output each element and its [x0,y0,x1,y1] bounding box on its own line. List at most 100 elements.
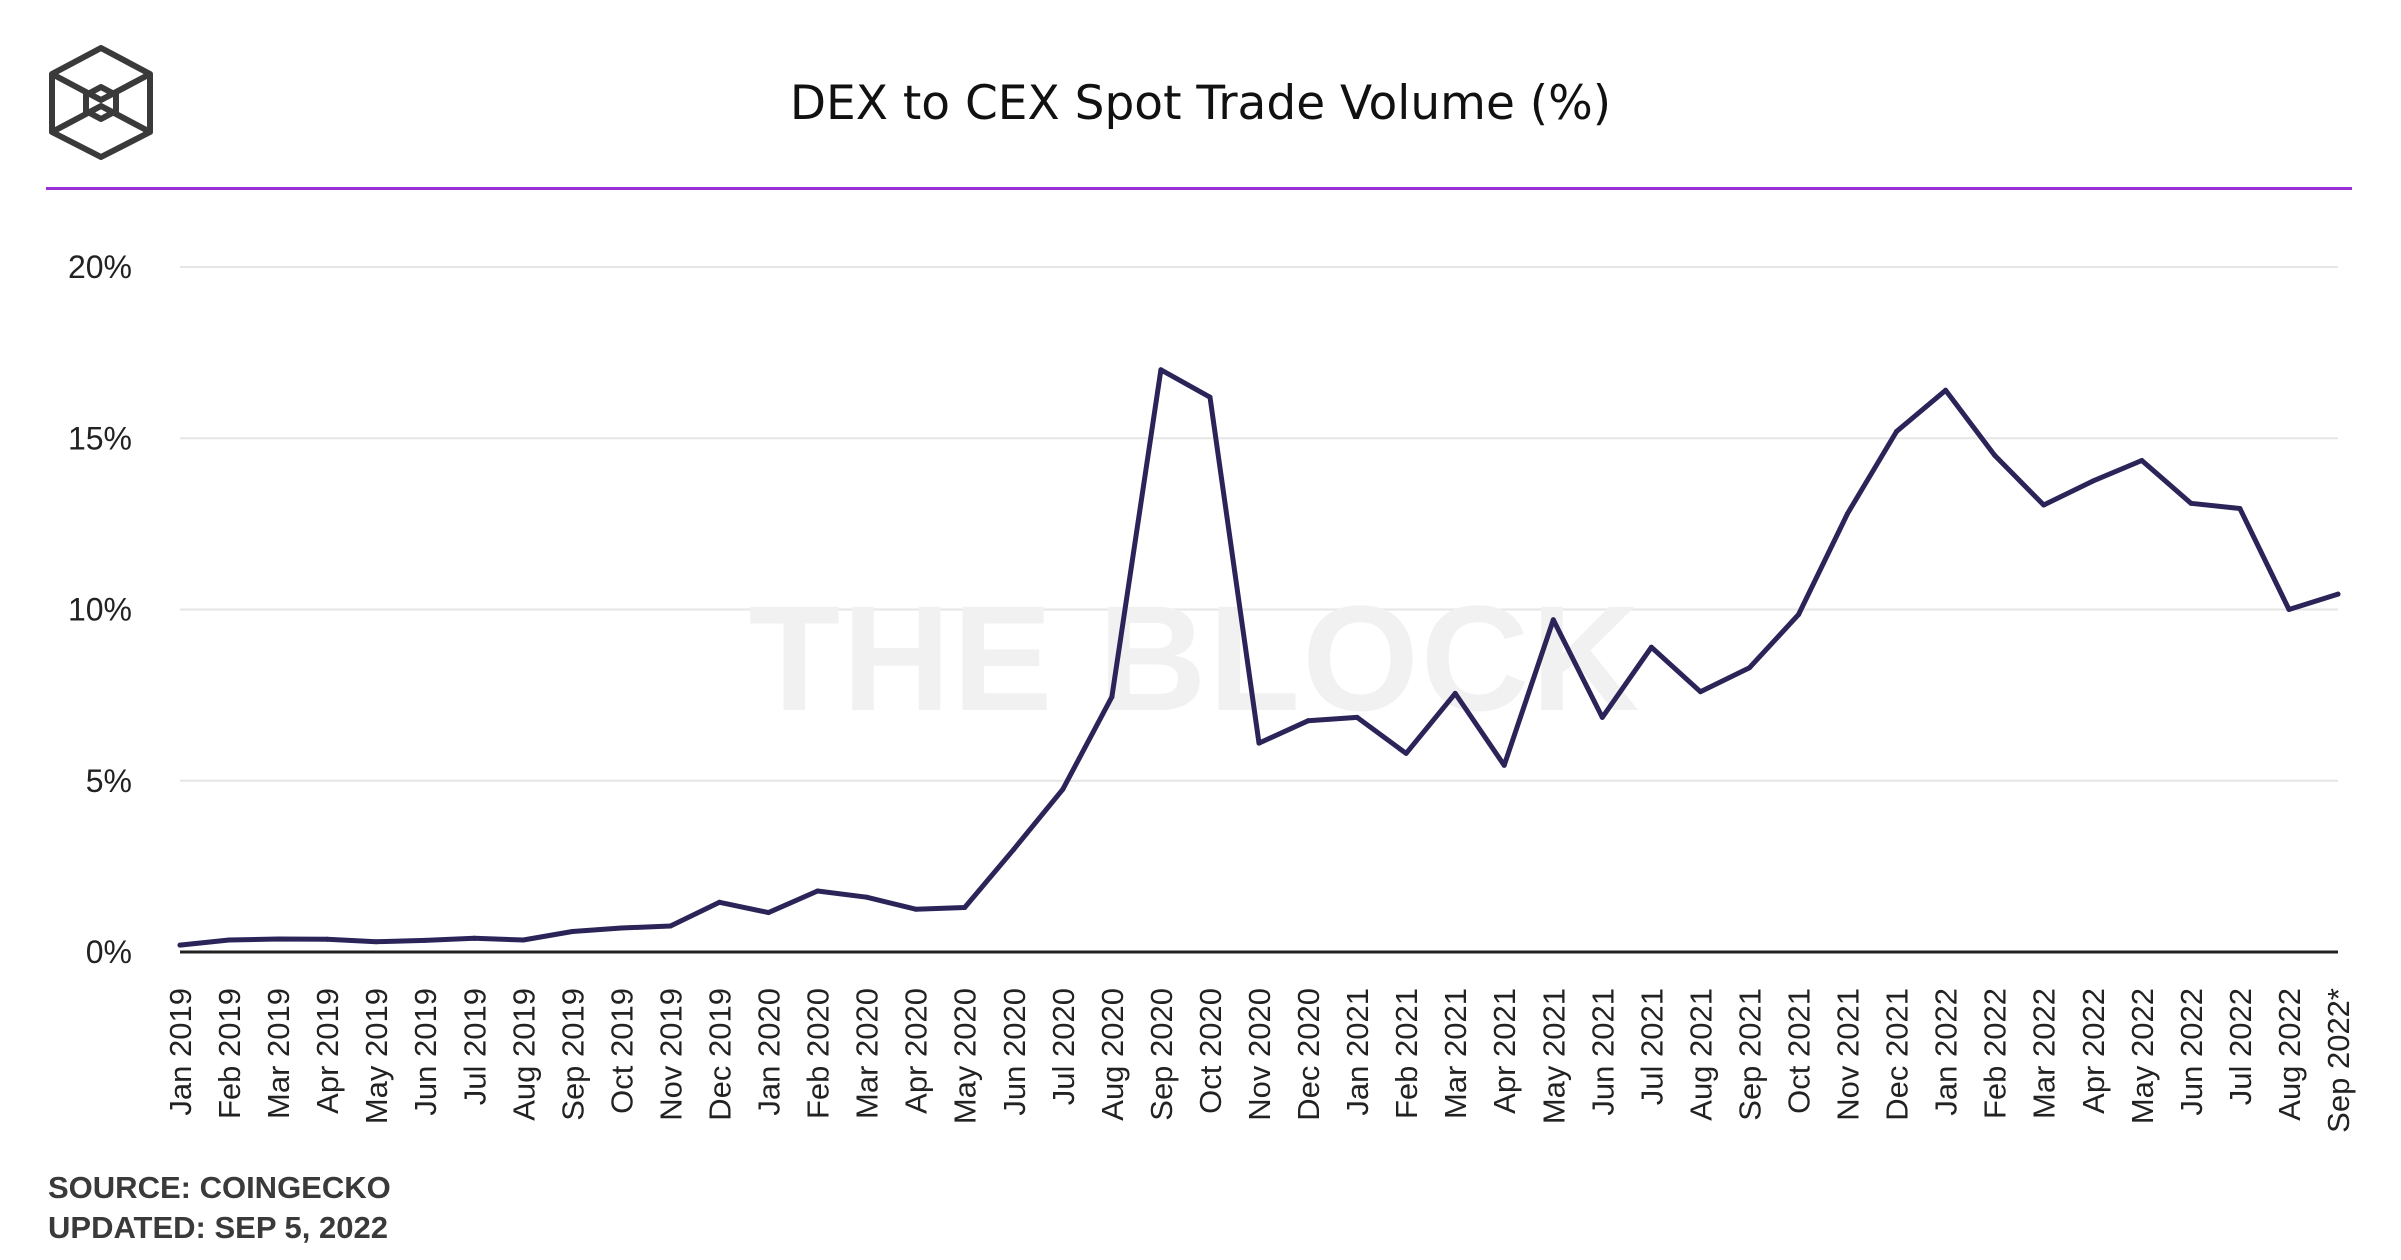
data-point [913,906,919,912]
x-tick-label: Nov 2021 [1831,988,1866,1121]
x-tick-label: Mar 2022 [2027,988,2062,1119]
x-tick-label: Jun 2021 [1585,988,1620,1116]
data-point [1796,612,1801,618]
data-point [1207,394,1213,400]
x-tick-label: Jan 2022 [1929,988,1964,1116]
y-tick-label: 15% [68,420,132,456]
x-tick-label: Feb 2019 [212,988,247,1119]
x-tick-label: Mar 2020 [850,988,885,1119]
x-tick-label: Dec 2021 [1880,988,1915,1121]
x-tick-label: Dec 2020 [1291,988,1326,1121]
x-tick-label: Jul 2020 [1046,988,1081,1105]
data-point [1403,750,1409,756]
data-point [520,937,526,943]
x-tick-label: Apr 2020 [899,988,934,1114]
y-tick-label: 10% [68,592,132,628]
data-point [1697,689,1703,695]
x-tick-label: Oct 2021 [1782,988,1817,1114]
data-point [177,942,183,948]
x-tick-label: Apr 2019 [310,988,345,1114]
x-tick-label: Aug 2020 [1095,988,1130,1121]
data-point [815,888,821,894]
x-tick-label: Jun 2022 [2174,988,2209,1116]
data-point [1158,367,1164,373]
x-tick-label: Jul 2021 [1634,988,1669,1105]
source-note: SOURCE: COINGECKO [48,1170,391,1205]
data-point [2090,478,2096,484]
data-point [1894,428,1900,434]
x-tick-label: Apr 2021 [1487,988,1522,1114]
data-point [618,925,624,931]
x-tick-label: Jan 2019 [163,988,198,1116]
x-tick-label: Jan 2021 [1340,988,1375,1116]
x-tick-label: Sep 2022* [2321,988,2356,1133]
x-tick-label: May 2020 [948,988,983,1124]
data-point [2237,506,2243,511]
grid-lines [180,266,2338,782]
x-tick-label: Sep 2021 [1732,988,1767,1121]
x-tick-label: Nov 2020 [1242,988,1277,1121]
data-point [569,929,575,934]
x-tick-label: Dec 2019 [703,988,738,1121]
data-point [962,905,968,910]
y-tick-label: 0% [86,934,132,970]
x-tick-label: Jul 2019 [457,988,492,1105]
chart-footer: SOURCE: COINGECKO UPDATED: SEP 5, 2022 [48,1168,391,1248]
y-tick-label: 5% [86,763,132,799]
x-tick-label: Apr 2022 [2076,988,2111,1114]
x-tick-label: Nov 2019 [653,988,688,1121]
x-tick-label: Sep 2019 [555,988,590,1121]
line-chart: THE BLOCK 0% 5% 10% 15% 20% Jan 2019 Feb 2019… [68,249,2356,1133]
x-tick-label: Aug 2019 [506,988,541,1121]
data-point [2139,458,2145,463]
data-point [2188,500,2194,506]
x-tick-label: Jul 2022 [2223,988,2258,1105]
x-tick-label: Mar 2019 [261,988,296,1119]
x-tick-label: Jan 2020 [752,988,787,1116]
data-point [275,936,281,942]
x-tick-label: Feb 2021 [1389,988,1424,1119]
series-layer [177,367,2341,948]
x-tick-label: May 2022 [2125,988,2160,1124]
y-axis-ticks: 0% 5% 10% 15% 20% [68,249,132,970]
data-point [422,937,428,943]
x-tick-label: Aug 2022 [2272,988,2307,1121]
data-point [471,935,477,941]
x-tick-label: Mar 2021 [1438,988,1473,1119]
x-tick-label: May 2021 [1536,988,1571,1124]
x-tick-label: Feb 2022 [1978,988,2013,1119]
x-tick-label: May 2019 [359,988,394,1124]
data-point [1501,762,1507,768]
data-point [1943,387,1949,393]
data-point [766,910,771,916]
data-point [226,937,232,943]
updated-note: UPDATED: SEP 5, 2022 [48,1210,388,1245]
x-tick-label: Sep 2020 [1144,988,1179,1121]
watermark: THE BLOCK [749,574,1642,742]
data-point [1599,714,1605,720]
data-point [2041,502,2047,508]
x-tick-label: Feb 2020 [801,988,836,1119]
data-point [864,894,870,900]
data-point [324,936,330,942]
x-tick-label: Jun 2020 [997,988,1032,1116]
y-tick-label: 20% [68,249,132,285]
data-point [1845,511,1850,517]
x-tick-label: Oct 2019 [604,988,639,1114]
data-point [373,939,379,945]
data-point [1747,665,1752,671]
data-point [2286,607,2292,612]
chart-title: DEX to CEX Spot Trade Volume (%) [789,76,1612,131]
data-point [668,923,673,929]
data-point [1550,617,1556,623]
x-tick-label: Aug 2021 [1683,988,1718,1121]
data-point [1011,846,1017,852]
chart-header: DEX to CEX Spot Trade Volume (%) [0,0,2401,190]
data-point [1648,644,1654,650]
data-point [1452,690,1458,696]
title-divider [46,187,2352,190]
data-point [1305,718,1311,724]
x-tick-label: Oct 2020 [1193,988,1228,1114]
x-tick-label: Jun 2019 [408,988,443,1116]
data-point [1354,714,1360,720]
